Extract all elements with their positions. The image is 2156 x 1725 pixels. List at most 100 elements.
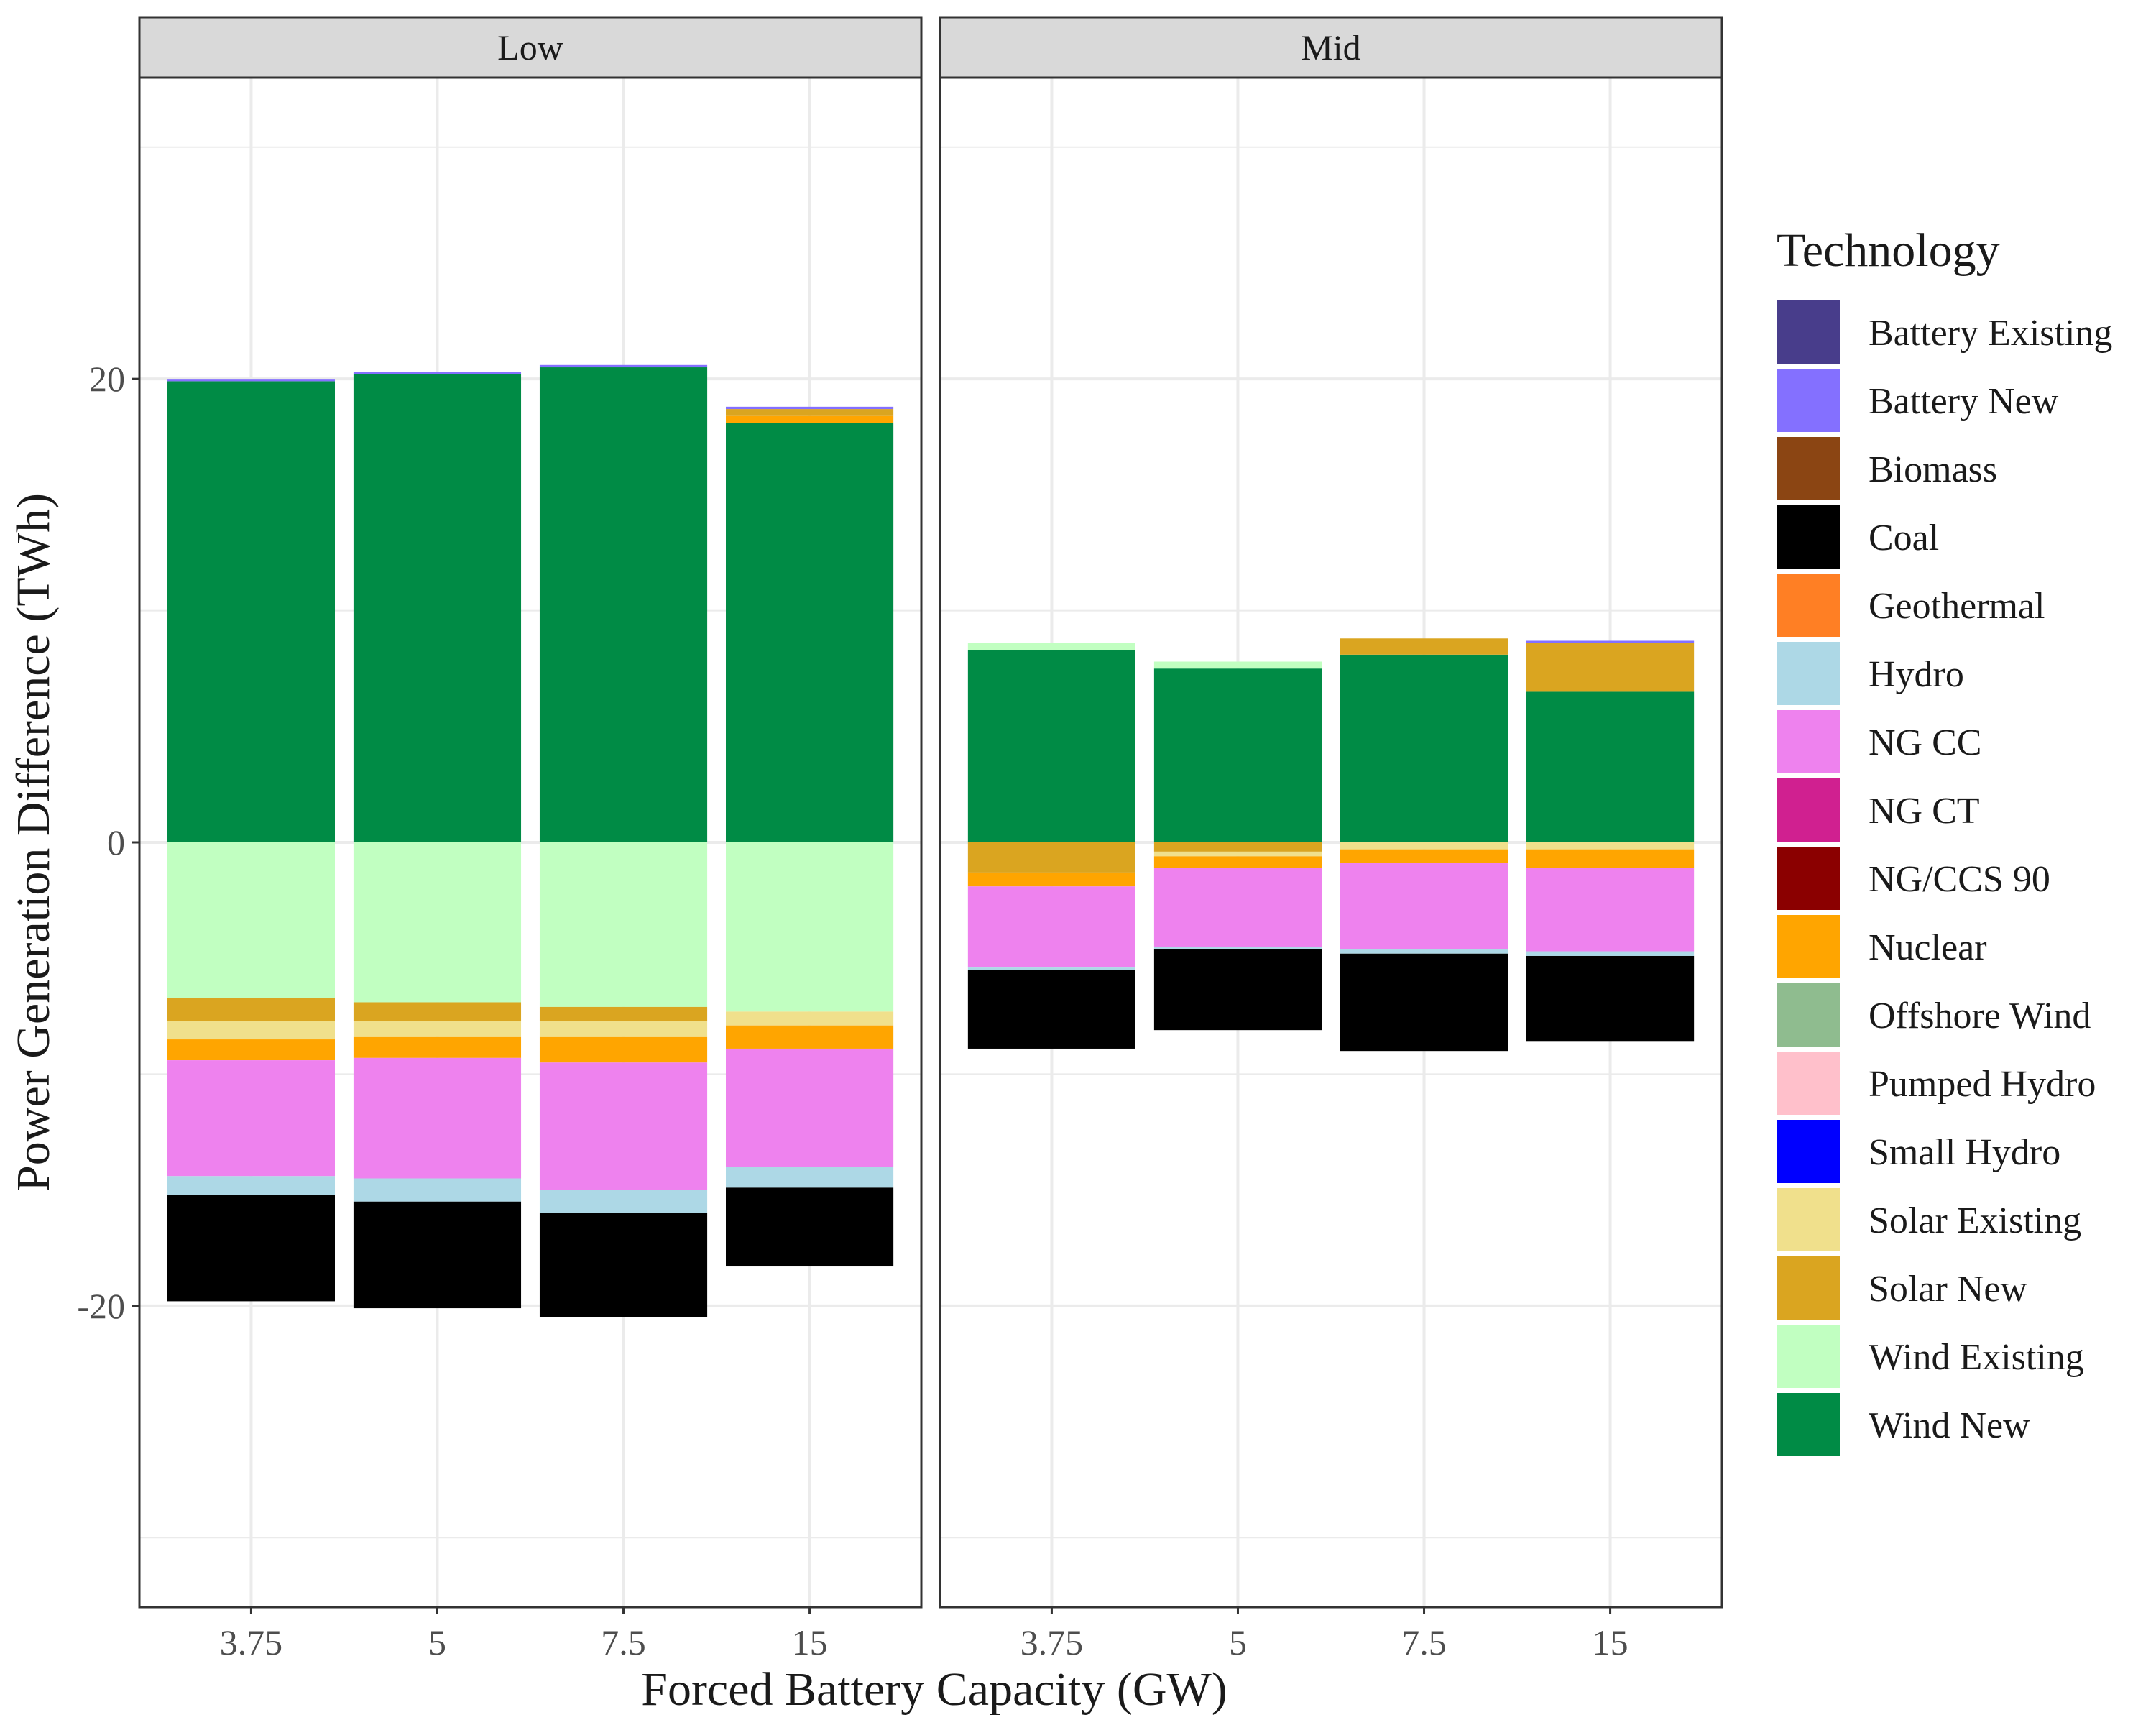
bar-segment-coal xyxy=(1526,955,1695,1042)
legend-label: NG CT xyxy=(1869,791,1980,832)
legend-item-biomass: Biomass xyxy=(1777,437,1997,500)
bar-segment-solar-new xyxy=(1153,842,1322,852)
bar-stack-7-5 xyxy=(1340,638,1508,1052)
facet-strip xyxy=(939,16,1723,79)
bar-stack-5 xyxy=(353,372,522,1309)
bar-stack-3-75 xyxy=(167,379,335,1302)
bar-segment-nuclear xyxy=(1526,849,1695,868)
legend-label: Pumped Hydro xyxy=(1869,1064,2096,1105)
bar-segment-coal xyxy=(1153,949,1322,1031)
legend-swatch xyxy=(1777,642,1840,705)
bar-segment-hydro xyxy=(1153,947,1322,949)
legend-item-offshore-wind: Offshore Wind xyxy=(1777,983,2091,1046)
bar-stack-15 xyxy=(1526,640,1695,1042)
y-tick-label: 0 xyxy=(107,822,125,862)
legend-item-wind-new: Wind New xyxy=(1777,1393,2030,1456)
bar-segment-hydro xyxy=(167,1176,335,1195)
legend-items: Battery Existing Battery New Biomass Coal Ge… xyxy=(1777,300,2112,1456)
x-tick-label: 15 xyxy=(1593,1622,1628,1662)
bar-segment-solar-new xyxy=(353,1002,522,1021)
legend-item-hydro: Hydro xyxy=(1777,642,1964,705)
bar-segment-wind-new xyxy=(1526,691,1695,842)
legend-label: Battery Existing xyxy=(1869,313,2112,354)
legend-item-ng-cc: NG CC xyxy=(1777,710,1981,773)
bar-segment-wind-existing xyxy=(726,842,894,1012)
x-axis-ticks: 3.75 5 7.5 15 xyxy=(220,1607,828,1662)
bar-segment-battery-new xyxy=(1526,640,1695,643)
legend-label: Offshore Wind xyxy=(1869,995,2091,1036)
bar-segment-wind-new xyxy=(1340,654,1508,842)
legend-swatch xyxy=(1777,983,1840,1046)
legend-item-coal: Coal xyxy=(1777,505,1939,569)
legend-label: Hydro xyxy=(1869,654,1964,695)
bar-segment-nuclear xyxy=(539,1036,708,1063)
bar-segment-nuclear xyxy=(967,872,1135,887)
bar-stack-7-5 xyxy=(539,364,708,1317)
x-axis-title: Forced Battery Capacity (GW) xyxy=(641,1663,1227,1716)
legend-swatch xyxy=(1777,1393,1840,1456)
bar-segment-hydro xyxy=(967,967,1135,970)
bar-segment-ng-cc xyxy=(967,886,1135,968)
bar-segment-wind-existing xyxy=(967,643,1135,650)
bar-segment-hydro xyxy=(1340,949,1508,954)
bar-segment-nuclear xyxy=(167,1039,335,1061)
legend-label: Nuclear xyxy=(1869,927,1987,968)
bar-segment-wind-existing xyxy=(539,842,708,1007)
bar-segment-solar-existing xyxy=(1340,842,1508,850)
legend-swatch xyxy=(1777,574,1840,637)
legend-item-ng-ct: NG CT xyxy=(1777,778,1980,842)
bar-segment-coal xyxy=(967,970,1135,1049)
bar-segment-wind-new xyxy=(1153,668,1322,842)
bar-stack-15 xyxy=(726,406,894,1267)
bar-segment-hydro xyxy=(539,1190,708,1213)
legend-swatch xyxy=(1777,369,1840,432)
legend-swatch xyxy=(1777,300,1840,364)
bar-segment-nuclear xyxy=(726,1025,894,1049)
y-tick-label: -20 xyxy=(77,1286,125,1326)
x-tick-label: 7.5 xyxy=(1401,1622,1447,1662)
panel-low: Low 3.75 5 7.5 15 xyxy=(138,16,923,1662)
bar-segment-ng-cc xyxy=(726,1048,894,1167)
legend-label: Wind Existing xyxy=(1869,1337,2084,1378)
bar-segment-solar-existing xyxy=(1526,842,1695,850)
bar-segment-coal xyxy=(539,1213,708,1317)
panel-mid: Mid 3.75 5 7.5 15 xyxy=(939,16,1723,1662)
legend-item-battery-new: Battery New xyxy=(1777,369,2059,432)
legend-item-ng-ccs-90: NG/CCS 90 xyxy=(1777,847,2050,910)
bar-segment-hydro xyxy=(353,1178,522,1202)
bar-segment-solar-new xyxy=(167,998,335,1021)
y-axis: -20 0 20 xyxy=(77,359,139,1326)
facet-label: Low xyxy=(497,27,563,68)
legend-item-pumped-hydro: Pumped Hydro xyxy=(1777,1052,2096,1115)
legend-label: Biomass xyxy=(1869,449,1997,490)
bar-segment-battery-new xyxy=(353,372,522,374)
bar-stack-5 xyxy=(1153,661,1322,1031)
legend-label: NG/CCS 90 xyxy=(1869,859,2050,900)
bar-segment-ng-cc xyxy=(1153,868,1322,947)
legend-swatch xyxy=(1777,1052,1840,1115)
legend-swatch xyxy=(1777,915,1840,978)
facet-panels: Low 3.75 5 7.5 15 Mid 3.75 5 7.5 15 xyxy=(138,16,1723,1662)
bar-segment-solar-new xyxy=(967,842,1135,873)
bar-segment-solar-existing xyxy=(353,1021,522,1037)
legend-label: Battery New xyxy=(1869,381,2059,422)
legend-label: Coal xyxy=(1869,518,1939,558)
legend-swatch xyxy=(1777,710,1840,773)
bar-segment-ng-cc xyxy=(1340,863,1508,949)
x-tick-label: 5 xyxy=(428,1622,446,1662)
bar-stack-3-75 xyxy=(967,643,1135,1049)
bar-segment-ng-cc xyxy=(1526,868,1695,952)
y-tick-label: 20 xyxy=(89,359,125,399)
bar-segment-solar-existing xyxy=(1153,851,1322,857)
x-axis-ticks: 3.75 5 7.5 15 xyxy=(1021,1607,1628,1662)
bars xyxy=(167,364,894,1317)
bar-segment-hydro xyxy=(726,1167,894,1188)
bar-segment-ng-cc xyxy=(353,1057,522,1179)
bar-segment-wind-new xyxy=(726,423,894,842)
bar-segment-coal xyxy=(353,1201,522,1309)
bar-segment-nuclear xyxy=(353,1036,522,1058)
bar-segment-wind-existing xyxy=(167,842,335,998)
bar-segment-coal xyxy=(726,1187,894,1267)
bar-segment-solar-existing xyxy=(539,1021,708,1037)
bar-segment-hydro xyxy=(1526,951,1695,956)
